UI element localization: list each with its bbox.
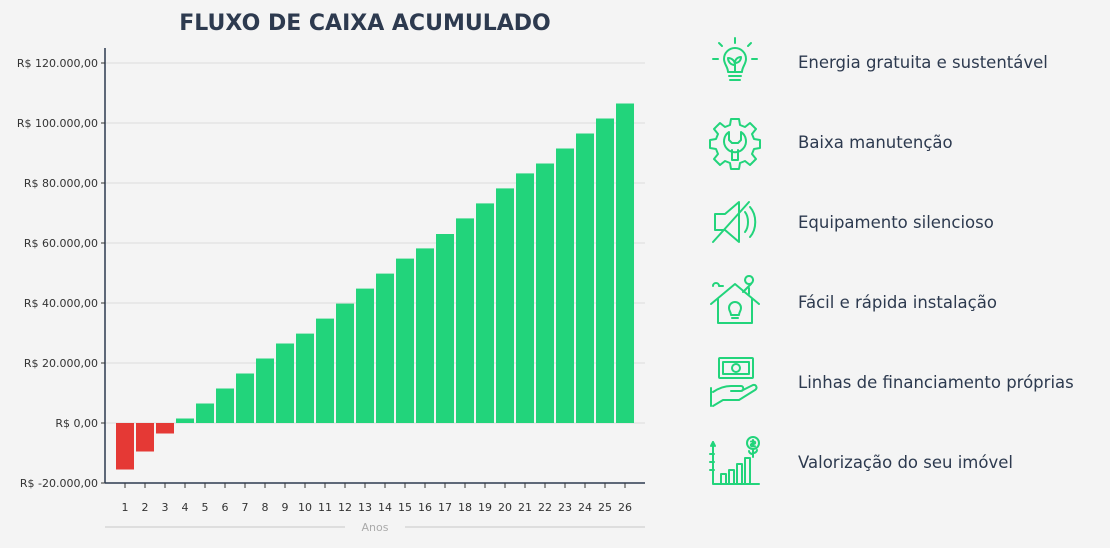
feature-item: Valorização do seu imóvel	[705, 432, 1105, 492]
bar	[616, 103, 634, 423]
bar	[176, 418, 194, 423]
x-tick-label: 9	[282, 501, 289, 514]
x-tick-label: 13	[358, 501, 372, 514]
bar	[496, 188, 514, 423]
bar	[376, 273, 394, 423]
feature-item: Equipamento silencioso	[705, 192, 1105, 252]
y-tick-label: R$ 0,00	[55, 417, 98, 430]
feature-label: Baixa manutenção	[798, 132, 953, 152]
x-axis-label: Anos	[362, 521, 389, 534]
bar	[116, 423, 134, 470]
x-tick-label: 15	[398, 501, 412, 514]
feature-label: Linhas de financiamento próprias	[798, 372, 1074, 392]
feature-label: Fácil e rápida instalação	[798, 292, 997, 312]
y-tick-label: R$ 80.000,00	[24, 177, 98, 190]
x-tick-label: 16	[418, 501, 432, 514]
x-tick-label: 25	[598, 501, 612, 514]
x-tick-label: 14	[378, 501, 392, 514]
bar	[536, 163, 554, 423]
speaker-mute-icon	[712, 201, 757, 243]
gear-wrench-icon	[709, 118, 761, 170]
growth-chart-icon	[709, 436, 760, 485]
feature-item: Linhas de financiamento próprias	[705, 352, 1105, 412]
feature-item: Baixa manutenção	[705, 112, 1105, 172]
bar	[516, 173, 534, 423]
bar	[296, 333, 314, 423]
bar	[196, 403, 214, 423]
x-tick-label: 23	[558, 501, 572, 514]
y-tick-label: R$ 20.000,00	[24, 357, 98, 370]
x-tick-label: 2	[142, 501, 149, 514]
x-tick-label: 21	[518, 501, 532, 514]
x-tick-label: 3	[162, 501, 169, 514]
bar	[316, 318, 334, 423]
bar	[356, 288, 374, 423]
x-tick-label: 22	[538, 501, 552, 514]
y-tick-label: R$ -20.000,00	[20, 477, 98, 490]
x-tick-label: 24	[578, 501, 592, 514]
bar	[476, 203, 494, 423]
y-tick-label: R$ 100.000,00	[17, 117, 98, 130]
x-tick-label: 8	[262, 501, 269, 514]
bar	[336, 303, 354, 423]
bar	[276, 343, 294, 423]
feature-label: Equipamento silencioso	[798, 212, 994, 232]
axes	[104, 48, 645, 484]
x-tick-label: 4	[182, 501, 189, 514]
bar	[456, 218, 474, 423]
x-tick-label: 11	[318, 501, 332, 514]
bar	[136, 423, 154, 452]
feature-label: Valorização do seu imóvel	[798, 452, 1013, 472]
bar	[596, 118, 614, 423]
x-tick-label: 5	[202, 501, 209, 514]
hand-money-icon	[710, 357, 758, 407]
x-tick-label: 7	[242, 501, 249, 514]
y-tick-label: R$ 120.000,00	[17, 57, 98, 70]
x-tick-label: 10	[298, 501, 312, 514]
x-tick-label: 18	[458, 501, 472, 514]
bar	[236, 373, 254, 423]
feature-label: Energia gratuita e sustentável	[798, 52, 1048, 72]
cash-flow-chart: FLUXO DE CAIXA ACUMULADO R$ -20.000,00R$…	[17, 11, 645, 534]
y-tick-label: R$ 60.000,00	[24, 237, 98, 250]
feature-item: Energia gratuita e sustentável	[705, 32, 1105, 92]
x-tick-label: 12	[338, 501, 352, 514]
bar	[436, 234, 454, 423]
x-tick-label: 26	[618, 501, 632, 514]
feature-item: Fácil e rápida instalação	[705, 272, 1105, 332]
y-tick-label: R$ 40.000,00	[24, 297, 98, 310]
x-tick-label: 6	[222, 501, 229, 514]
chart-title: FLUXO DE CAIXA ACUMULADO	[179, 11, 550, 36]
bar	[256, 358, 274, 423]
x-tick-labels: 1 2 3 4 5 6 7 8 9 10 11 12 13 14 15 16 17 18 19 20 21 22 23 24 2…	[122, 483, 632, 514]
x-tick-label: 20	[498, 501, 512, 514]
x-tick-label: 17	[438, 501, 452, 514]
x-tick-label: 19	[478, 501, 492, 514]
bar	[216, 388, 234, 423]
y-tick-labels: R$ -20.000,00 R$ 0,00 R$ 20.000,00 R$ 40.00…	[17, 57, 105, 490]
x-tick-label: 1	[122, 501, 129, 514]
bar	[156, 423, 174, 434]
bar	[576, 133, 594, 423]
bar	[396, 258, 414, 423]
bar	[556, 148, 574, 423]
bar	[416, 248, 434, 423]
bars	[116, 103, 634, 470]
gridlines	[105, 62, 645, 424]
house-install-icon	[710, 275, 760, 324]
lightbulb-leaf-icon	[712, 37, 758, 81]
